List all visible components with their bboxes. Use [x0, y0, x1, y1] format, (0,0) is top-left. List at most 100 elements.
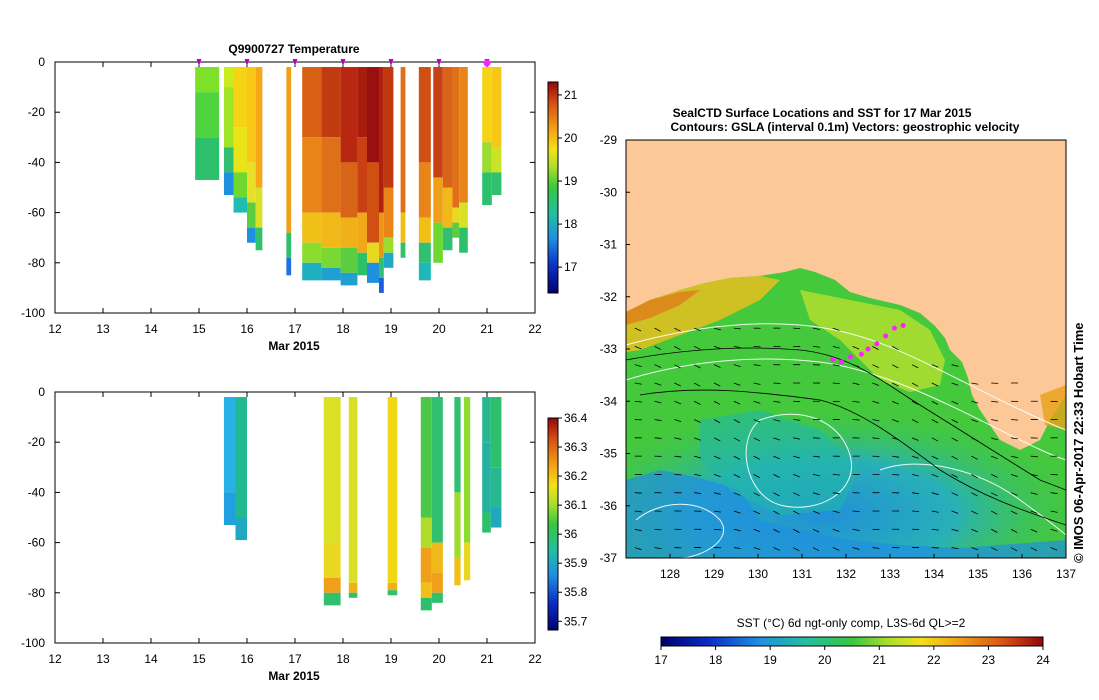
- velocity-arrow: [931, 364, 939, 368]
- velocity-arrow: [674, 437, 682, 440]
- velocity-arrow: [694, 382, 701, 387]
- bathymetry-line: [626, 347, 1066, 491]
- y-tick-label: -60: [28, 536, 46, 550]
- profile-column: [482, 397, 491, 533]
- x-tick-label: 22: [528, 652, 542, 666]
- velocity-arrow: [694, 437, 701, 441]
- velocity-arrow: [872, 400, 880, 404]
- colorbar-tick-label: 35.7: [564, 614, 588, 628]
- velocity-arrow: [793, 419, 801, 421]
- profile-cell: [302, 262, 322, 281]
- velocity-arrow: [773, 528, 780, 533]
- velocity-arrow: [753, 400, 761, 404]
- x-tick-label: 14: [144, 322, 158, 336]
- sst-colorbar-tick-label: 20: [818, 653, 832, 667]
- sst-colorbar-label: SST (°C) 6d ngt-only comp, L3S-6d QL>=2: [737, 616, 966, 630]
- map-title: SealCTD Surface Locations and SST for 17…: [673, 106, 972, 120]
- profile-cell: [223, 67, 234, 88]
- profile-cell: [302, 67, 322, 138]
- velocity-arrow: [793, 528, 800, 533]
- profile-column: [490, 397, 502, 528]
- profile-cell: [340, 272, 358, 286]
- profile-cell: [247, 67, 256, 163]
- sst-colorbar-ticks: 17 18 19 20 21 22 23 24: [654, 646, 1050, 667]
- velocity-arrow: [812, 455, 820, 458]
- salinity-colorbar-ticks: 36.4 36.3 36.2 36.1 36 35.9 35.8 35.7: [558, 411, 588, 628]
- colorbar-tick-label: 35.9: [564, 556, 588, 570]
- velocity-arrow: [713, 364, 721, 368]
- profile-cell: [459, 227, 468, 253]
- profile-cell: [431, 397, 443, 543]
- velocity-arrow: [931, 382, 939, 387]
- seal-locations: [830, 322, 906, 365]
- velocity-arrow: [713, 400, 721, 405]
- sea-teal-patch: [700, 410, 860, 515]
- profile-cell: [367, 67, 379, 163]
- velocity-arrow: [733, 492, 741, 496]
- x-tick-label: 19: [384, 652, 398, 666]
- profile-cell: [459, 202, 468, 228]
- sst-colorbar-tick-label: 22: [927, 653, 941, 667]
- velocity-arrow: [753, 455, 760, 460]
- velocity-arrow: [634, 400, 642, 403]
- profile-column: [255, 67, 263, 251]
- profile-cell: [420, 582, 432, 598]
- velocity-arrow: [694, 419, 701, 423]
- velocity-arrow: [694, 474, 702, 477]
- x-tick-label: 19: [384, 322, 398, 336]
- x-tick-label: 15: [192, 322, 206, 336]
- velocity-arrow: [872, 437, 880, 440]
- velocity-arrow: [1030, 474, 1038, 477]
- map-x-tick-label: 131: [792, 567, 812, 581]
- velocity-arrow: [634, 346, 642, 350]
- profile-cell: [348, 397, 358, 583]
- profile-column: [235, 397, 247, 541]
- profile-cell: [400, 242, 406, 258]
- profile-cell: [357, 212, 367, 253]
- map-x-tick-label: 130: [748, 567, 768, 581]
- gsla-contour: [626, 323, 1066, 431]
- velocity-arrow: [971, 400, 979, 404]
- profile-cell: [348, 582, 358, 593]
- profile-cell: [442, 187, 453, 228]
- map-x-tick-label: 136: [1012, 567, 1032, 581]
- velocity-arrow: [1010, 528, 1018, 533]
- salinity-panel: 12 13 14 15 16 17 18 19 20 21 22 0 -20 -40 -60 -80 -100…: [21, 385, 588, 683]
- velocity-arrow: [733, 455, 741, 460]
- map-y-ticks: -29 -30 -31 -32 -33 -34 -35 -36 -37: [600, 133, 630, 565]
- velocity-arrow: [1030, 492, 1038, 495]
- velocity-arrow: [812, 492, 820, 496]
- profile-cell: [490, 397, 502, 468]
- velocity-arrow: [892, 474, 900, 476]
- profile-cell: [431, 572, 443, 593]
- velocity-arrow: [733, 400, 741, 405]
- profile-cell: [420, 547, 432, 583]
- y-tick-label: 0: [38, 385, 45, 399]
- profile-cell: [491, 147, 502, 173]
- profile-cell: [255, 67, 263, 188]
- velocity-arrow: [674, 419, 682, 423]
- colorbar-tick-label: 17: [564, 260, 578, 274]
- profile-cell: [491, 67, 502, 148]
- velocity-arrow: [812, 510, 820, 514]
- profile-column: [383, 67, 394, 268]
- profile-cell: [491, 172, 502, 196]
- velocity-arrow: [733, 437, 741, 442]
- velocity-arrow: [634, 510, 642, 513]
- highlight-day-marker: [483, 59, 491, 67]
- velocity-arrow: [991, 437, 999, 441]
- velocity-arrow: [1010, 492, 1018, 496]
- y-tick-label: -40: [28, 155, 46, 169]
- velocity-arrow: [634, 528, 642, 532]
- profile-cell: [387, 582, 398, 591]
- profile-cell: [235, 397, 247, 518]
- profile-column: [452, 67, 460, 238]
- velocity-arrow: [773, 455, 780, 460]
- profile-cell: [340, 247, 358, 273]
- velocity-arrow: [852, 419, 860, 421]
- x-tick-label: 16: [240, 652, 254, 666]
- y-tick-label: 0: [38, 55, 45, 69]
- x-tick-label: 13: [96, 652, 110, 666]
- salinity-colorbar: [547, 417, 559, 631]
- velocity-arrow: [753, 419, 761, 423]
